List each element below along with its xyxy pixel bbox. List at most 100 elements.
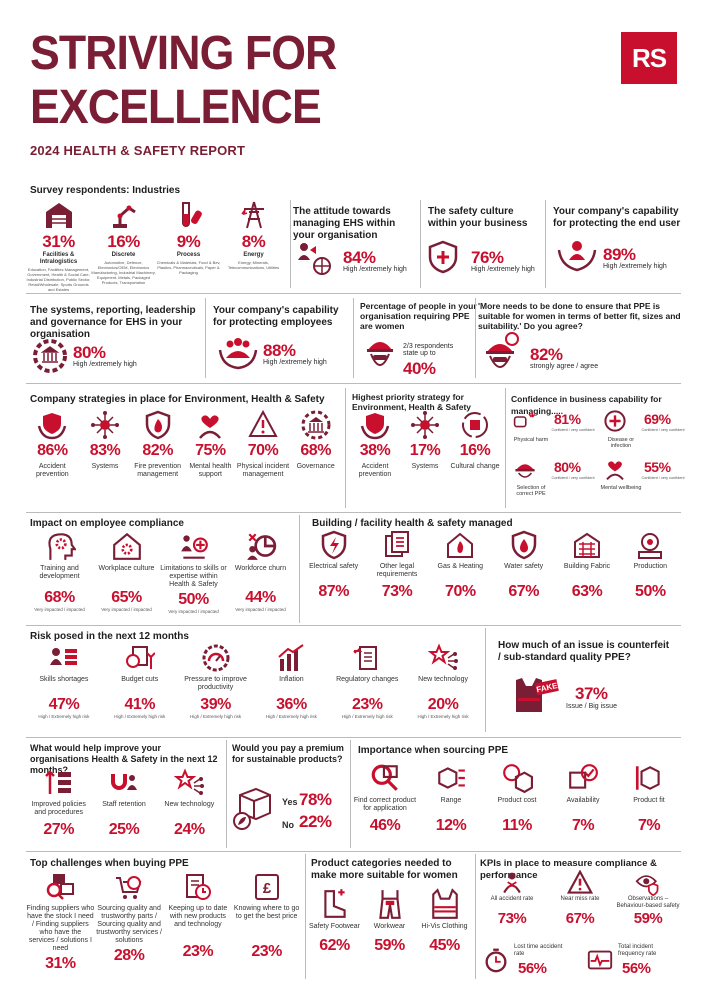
challenges-pct: 23%	[182, 943, 214, 960]
premium-title: Would you pay a premium for sustainable …	[232, 743, 344, 764]
building-icon	[555, 530, 618, 560]
strategies-label: Mental health support	[189, 463, 232, 478]
priority-label: Accident prevention	[358, 463, 392, 478]
head-gear-icon	[26, 530, 93, 562]
building-pct: 87%	[318, 583, 349, 600]
risk-note: High / Extremely high risk	[417, 714, 469, 719]
ppewomen-label: strongly agree / agree	[530, 363, 599, 370]
hardhat-icon	[513, 457, 537, 486]
women-note: 2/3 respondents state up to	[403, 343, 454, 357]
building-item: Production 50%	[619, 530, 682, 601]
building-label: Water safety	[504, 563, 544, 570]
strategies-item: 86% Accident prevention	[26, 410, 79, 479]
building-label: Gas & Heating	[437, 563, 484, 570]
kpis-pct: 59%	[633, 910, 663, 927]
challenges-grid: Finding suppliers who have the stock I n…	[26, 872, 301, 977]
survey-name: Discrete	[111, 252, 136, 258]
risk-label: New technology	[418, 676, 468, 683]
compliance-note: Very impacted / impacted	[34, 607, 85, 612]
priority-pct: 38%	[359, 442, 391, 459]
challenges-item: Finding suppliers who have the stock I n…	[26, 872, 95, 973]
improve-pct: 24%	[174, 821, 205, 838]
robot-arm-icon	[91, 200, 156, 230]
categories-grid: Safety Footwear 62% Workwear 59% Hi-Vis Clot…	[307, 888, 472, 978]
overalls-icon	[362, 888, 417, 920]
counterfeit-label: Issue / Big issue	[566, 703, 617, 710]
strategies-pct: 82%	[142, 442, 173, 459]
risk-item: Regulatory changes 23% High / Extremely hi…	[329, 643, 405, 719]
survey-item: 31% Facilities & Intralogistics Education,…	[26, 200, 91, 292]
sort-icon	[26, 768, 91, 798]
confidence-pct: 80%	[554, 459, 581, 475]
magnet-people-icon	[91, 768, 156, 798]
gauge-gear-icon	[178, 643, 254, 673]
risk-pct: 39%	[200, 696, 231, 713]
compliance-item: Workplace culture 65% Very impacted / impa…	[93, 530, 160, 612]
improve-label: Improved policies and procedures	[31, 801, 86, 816]
compliance-grid: Training and development 68% Very impacted…	[26, 530, 294, 622]
priority-pct: 16%	[459, 442, 491, 459]
culture-title: The safety culture within your business	[428, 206, 528, 229]
confidence-note: Confident / very confident	[551, 428, 595, 432]
sourcing-item: Range 12%	[418, 762, 484, 835]
challenges-label: Sourcing quality and trustworthy parts /…	[96, 905, 162, 944]
vest-icon	[417, 888, 472, 920]
building-item: Gas & Heating 70%	[429, 530, 492, 601]
kpis-pct: 56%	[518, 960, 547, 977]
kpis-label: All accident rate	[490, 896, 534, 902]
risk-label: Pressure to improve productivity	[184, 676, 247, 691]
confidence-pct: 55%	[644, 459, 671, 475]
compliance-label: Workplace culture	[98, 565, 155, 572]
kpis-item: Total incident frequency rate 56%	[582, 942, 686, 980]
building-label: Other legal requirements	[376, 563, 418, 578]
improve-label: Staff retention	[102, 801, 146, 808]
building-item: Water safety 67%	[492, 530, 555, 601]
stopwatch-icon	[482, 946, 510, 979]
warehouse-icon	[26, 200, 91, 230]
improve-title: What would help improve your organisatio…	[30, 743, 218, 775]
challenges-label: Knowing where to go to get the best pric…	[233, 905, 300, 920]
compliance-pct: 44%	[245, 589, 276, 606]
test-tube-icon	[156, 200, 221, 230]
survey-pct: 16%	[107, 232, 140, 251]
premium-yes-label: Yes	[282, 797, 298, 807]
shield-hands-icon	[26, 410, 79, 440]
challenges-title: Top challenges when buying PPE	[30, 858, 189, 869]
priority-title: Highest priority strategy for Environmen…	[352, 392, 472, 412]
priority-label: Systems	[411, 463, 439, 470]
sourcing-label: Product fit	[633, 797, 665, 804]
building-pct: 67%	[508, 583, 539, 600]
culture-label: High /extremely high	[471, 266, 535, 273]
sourcing-label: Range	[440, 797, 462, 804]
shield-plus-icon	[428, 240, 458, 274]
documents-icon	[365, 530, 428, 560]
protected-person-icon	[557, 241, 597, 272]
kpis-pct: 67%	[565, 910, 595, 927]
building-grid: Electrical safety 87% Other legal requirem…	[302, 530, 682, 622]
categories-title: Product categories needed to make more s…	[311, 858, 458, 881]
shield-hands-icon	[350, 410, 400, 440]
risk-note: High / Extremely high risk	[114, 714, 166, 719]
ppewomen-pct: 82%	[530, 345, 563, 364]
building-label: Electrical safety	[309, 563, 359, 570]
premium-yes: 78%	[299, 790, 332, 809]
strategies-label: Physical incident management	[236, 463, 290, 478]
title-line-2: EXCELLENCE	[30, 81, 322, 134]
survey-pct: 31%	[42, 232, 75, 251]
confidence-item: 55% Confident / very confident Mental well…	[599, 455, 689, 501]
categories-label: Hi-Vis Clothing	[421, 923, 468, 930]
money-down-icon	[102, 643, 178, 673]
heart-person-icon	[603, 457, 627, 486]
priority-item: 17% Systems	[400, 410, 450, 479]
document-clock-icon	[164, 872, 233, 902]
categories-label: Safety Footwear	[309, 923, 360, 930]
star-network-icon	[157, 768, 222, 798]
building-item: Electrical safety 87%	[302, 530, 365, 601]
improve-item: Improved policies and procedures 27%	[26, 768, 91, 839]
warning-person-icon	[237, 410, 290, 440]
survey-name: Process	[176, 252, 201, 258]
risk-label: Regulatory changes	[336, 676, 399, 683]
compliance-item: Training and development 68% Very impacted…	[26, 530, 93, 612]
star-network-icon	[405, 643, 481, 673]
improve-pct: 25%	[108, 821, 140, 838]
